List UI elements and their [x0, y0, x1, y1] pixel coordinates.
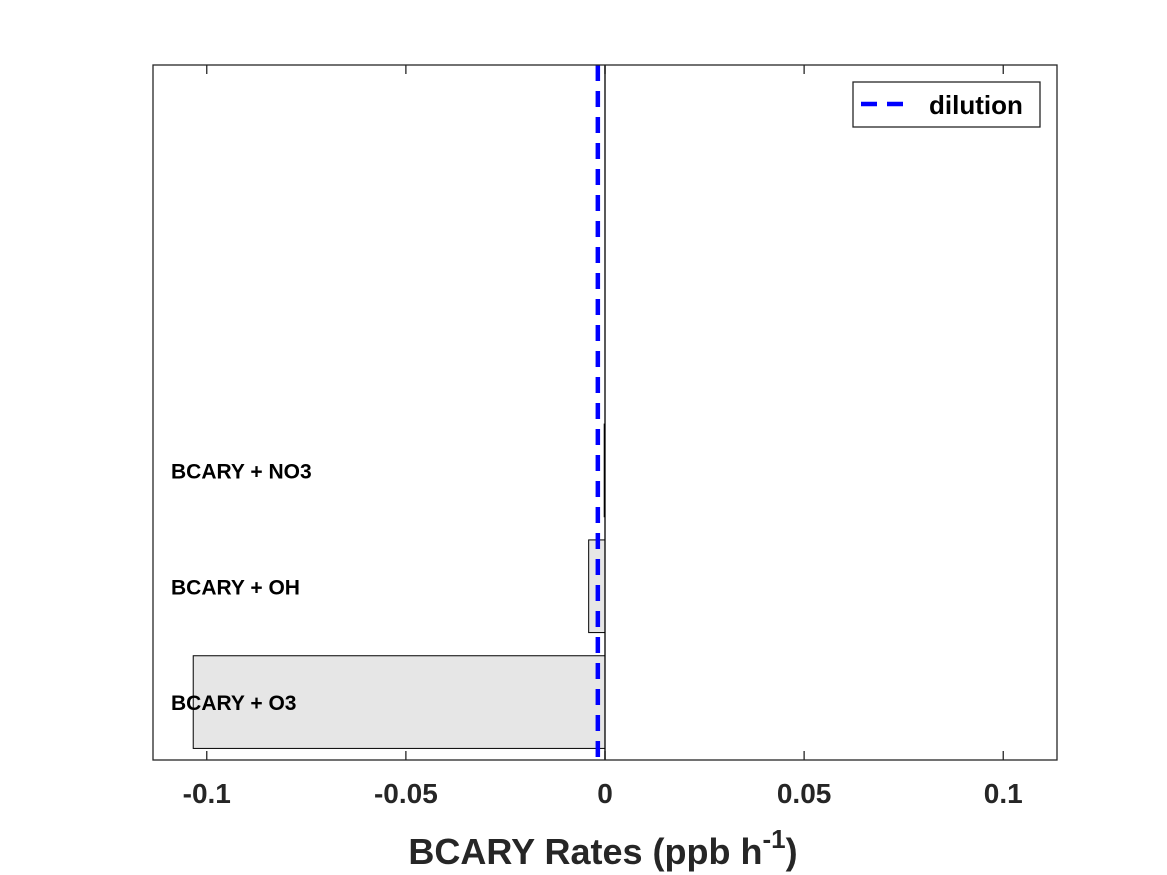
x-axis-title-superscript: -1	[762, 824, 785, 854]
legend-dilution-label: dilution	[929, 90, 1023, 120]
bars-layer	[192, 423, 606, 749]
x-tick-label-4: 0.1	[984, 778, 1023, 809]
x-tick-label-1: -0.05	[374, 778, 438, 809]
legend-box	[852, 81, 1041, 128]
x-tick-label-3: 0.05	[777, 778, 832, 809]
plot-frame	[152, 64, 1058, 761]
legend: dilution	[852, 81, 1041, 128]
bar-0	[192, 655, 606, 749]
x-tick-label-0: -0.1	[183, 778, 231, 809]
x-axis-title: BCARY Rates (ppb h-1)	[408, 824, 797, 872]
x-axis-title-suffix: )	[786, 831, 798, 872]
category-label-0: BCARY + O3	[171, 692, 296, 715]
x-axis-title-main: BCARY Rates (ppb h	[408, 831, 762, 872]
labels-layer: BCARY + O3 BCARY + OH BCARY + NO3	[171, 460, 312, 715]
x-tick-label-2: 0	[597, 778, 613, 809]
category-label-2: BCARY + NO3	[171, 460, 312, 483]
category-label-1: BCARY + OH	[171, 576, 300, 599]
